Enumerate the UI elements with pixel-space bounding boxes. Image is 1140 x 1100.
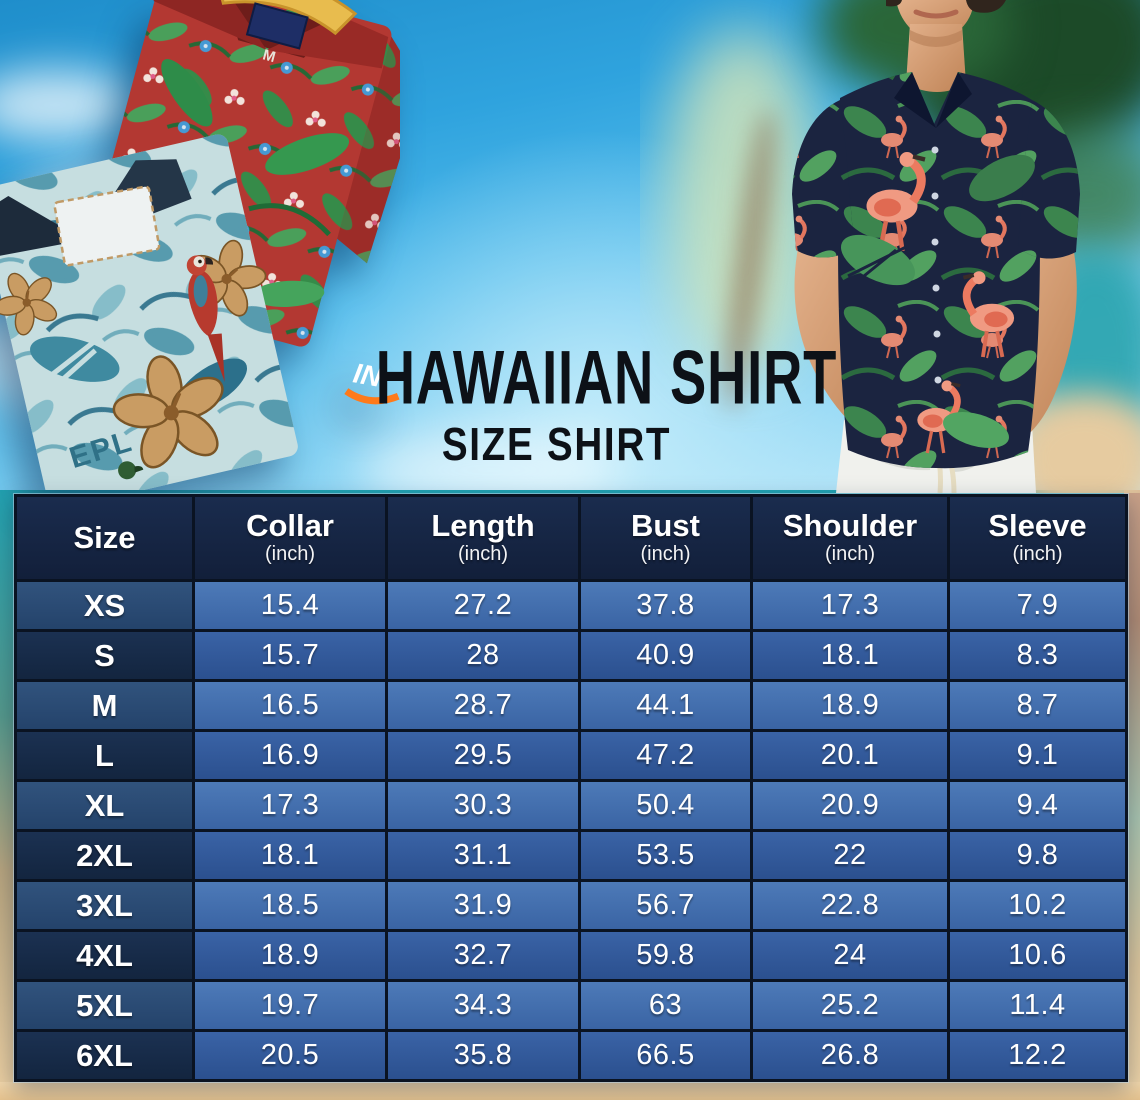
lips [913,9,959,19]
value-cell: 35.8 [388,1032,578,1079]
value-cell: 18.9 [195,932,385,979]
value-cell: 12.2 [950,1032,1125,1079]
value-cell: 47.2 [581,732,750,779]
value-cell: 10.6 [950,932,1125,979]
size-label: L [17,732,192,779]
value-cell: 50.4 [581,782,750,829]
value-cell: 10.2 [950,882,1125,929]
header-size: Size [17,497,192,579]
value-cell: 28 [388,632,578,679]
value-cell: 16.5 [195,682,385,729]
value-cell: 25.2 [753,982,947,1029]
header-bust: Bust (inch) [581,497,750,579]
value-cell: 8.3 [950,632,1125,679]
page-subtitle: SIZE SHIRT [442,417,672,470]
value-cell: 18.1 [753,632,947,679]
size-label: 2XL [17,832,192,879]
man-wearing-flamingo-shirt [792,0,1080,493]
value-cell: 66.5 [581,1032,750,1079]
header-sleeve: Sleeve (inch) [950,497,1125,579]
value-cell: 16.9 [195,732,385,779]
value-cell: 31.1 [388,832,578,879]
collar-label [245,2,309,50]
value-cell: 19.7 [195,982,385,1029]
value-cell: 7.9 [950,582,1125,629]
value-cell: 20.1 [753,732,947,779]
value-cell: 15.4 [195,582,385,629]
size-label: XL [17,782,192,829]
size-label: S [17,632,192,679]
value-cell: 17.3 [195,782,385,829]
green-bird [118,461,137,480]
beach-background-right-sliver [1124,490,1140,1084]
teal-hawaiian-shirt: EPL [0,134,298,490]
value-cell: 8.7 [950,682,1125,729]
cloud [0,70,140,140]
header-shoulder: Shoulder (inch) [753,497,947,579]
value-cell: 30.3 [388,782,578,829]
value-cell: 32.7 [388,932,578,979]
value-cell: 53.5 [581,832,750,879]
brand-logo: IN [344,357,400,405]
yellow-arc-logo [214,0,358,36]
value-cell: 18.5 [195,882,385,929]
value-cell: 22.8 [753,882,947,929]
value-cell: 34.3 [388,982,578,1029]
value-cell: 9.8 [950,832,1125,879]
value-cell: 63 [581,982,750,1029]
title-block: HAWAIIAN SHIRT SIZE SHIRT [318,340,837,471]
header-collar: Collar (inch) [195,497,385,579]
value-cell: 37.8 [581,582,750,629]
value-cell: 28.7 [388,682,578,729]
model-photo-region [640,0,1140,493]
value-cell: 18.1 [195,832,385,879]
value-cell: 27.2 [388,582,578,629]
value-cell: 20.9 [753,782,947,829]
parrot [186,255,225,383]
size-label: M [17,682,192,729]
chest-pocket [53,185,161,267]
value-cell: 15.7 [195,632,385,679]
value-cell: 24 [753,932,947,979]
size-label: 3XL [17,882,192,929]
value-cell: 40.9 [581,632,750,679]
value-cell: 29.5 [388,732,578,779]
sand-strip [0,1082,1140,1100]
size-label: 5XL [17,982,192,1029]
size-label: 4XL [17,932,192,979]
value-cell: 18.9 [753,682,947,729]
value-cell: 26.8 [753,1032,947,1079]
value-cell: 31.9 [388,882,578,929]
brand-logo-text: IN [351,357,385,393]
value-cell: 17.3 [753,582,947,629]
size-tag-text: M [261,47,277,67]
value-cell: 56.7 [581,882,750,929]
value-cell: 9.4 [950,782,1125,829]
page-title: HAWAIIAN SHIRT [375,335,838,421]
value-cell: 44.1 [581,682,750,729]
value-cell: 22 [753,832,947,879]
hawaiian-shirt-torso [792,72,1080,469]
hair [886,0,1006,13]
value-cell: 9.1 [950,732,1125,779]
value-cell: 11.4 [950,982,1125,1029]
size-label: XS [17,582,192,629]
value-cell: 20.5 [195,1032,385,1079]
size-label: 6XL [17,1032,192,1079]
value-cell: 59.8 [581,932,750,979]
folded-hawaiian-shirts: M IN [0,0,400,490]
size-chart-table: Size Collar (inch) Length (inch) Bust (inch… [14,494,1128,1082]
header-length: Length (inch) [388,497,578,579]
